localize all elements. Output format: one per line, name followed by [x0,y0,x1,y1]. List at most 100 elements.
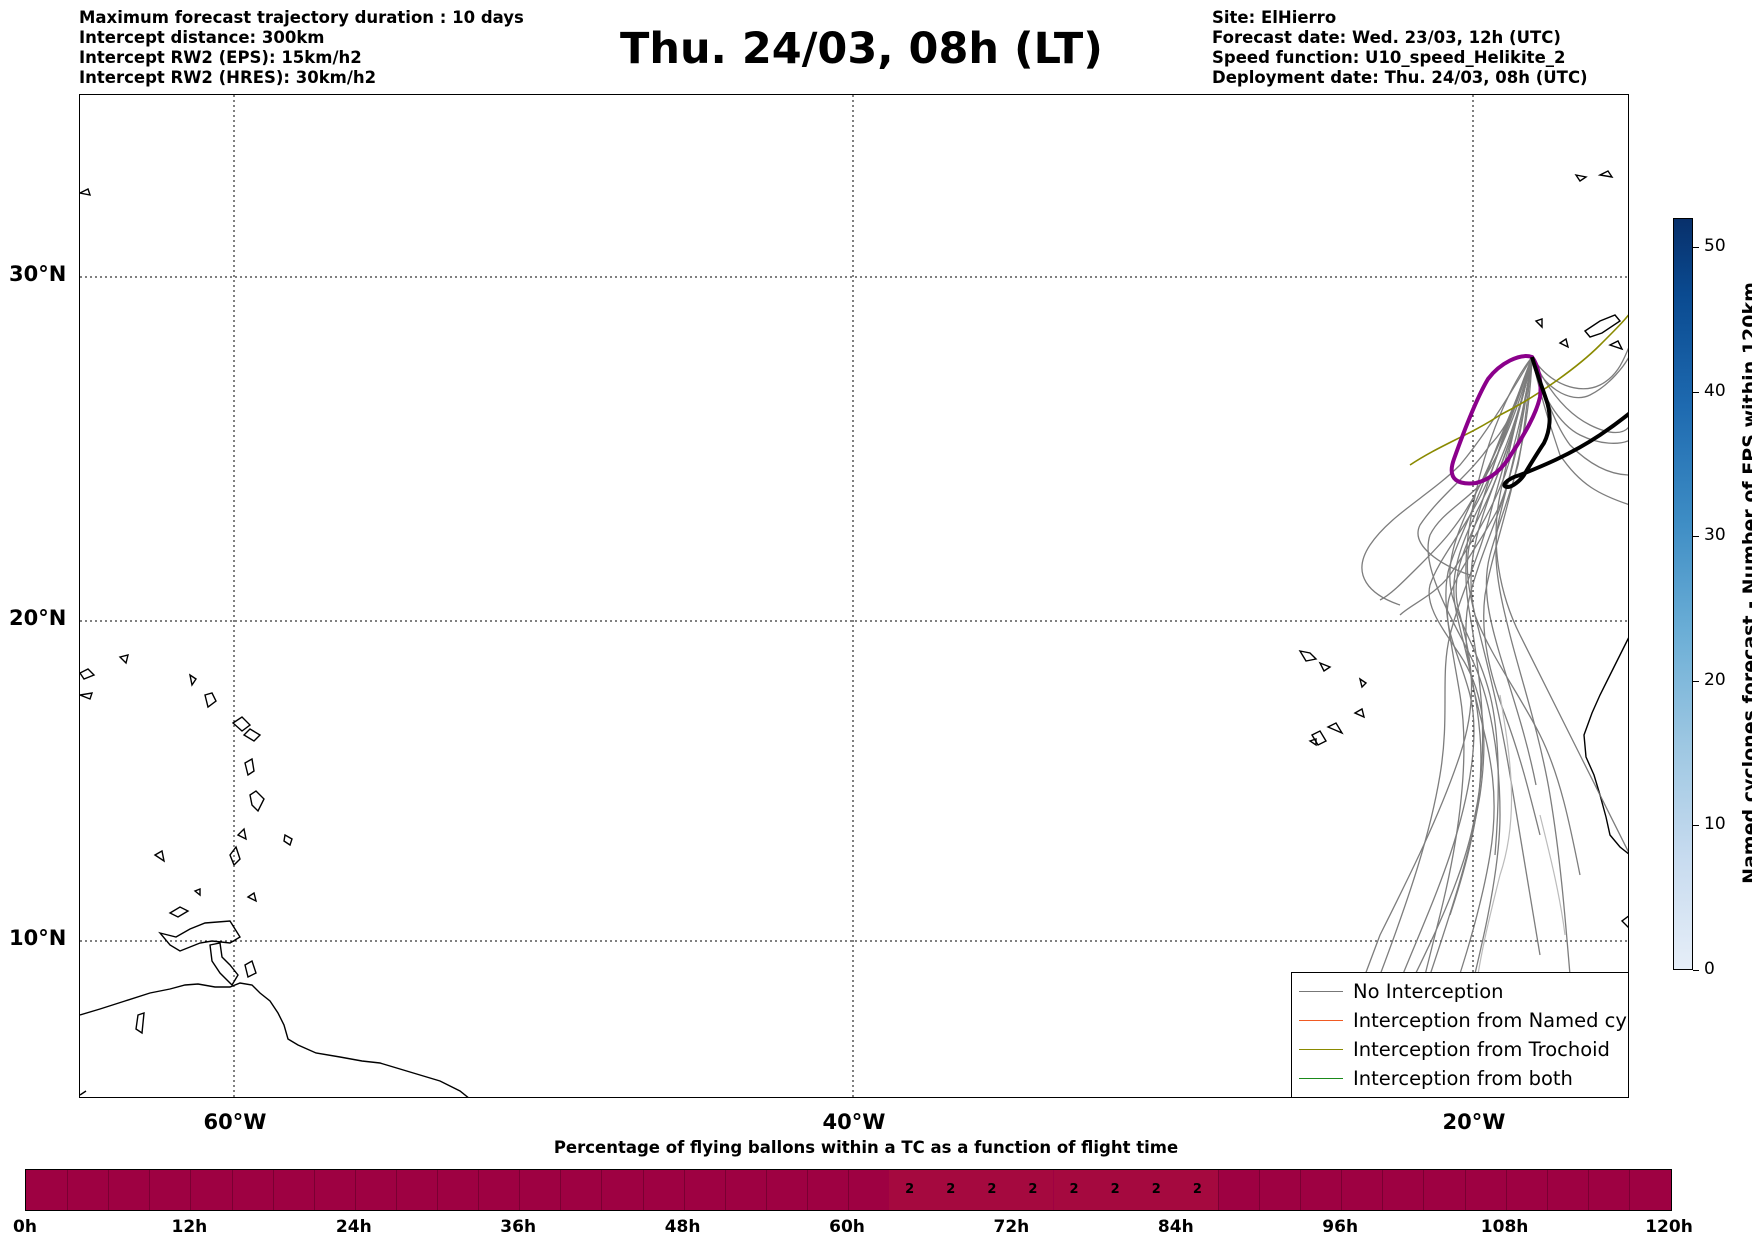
header-left: Maximum forecast trajectory duration : 1… [79,8,524,88]
legend-line-swatch [1299,1020,1343,1021]
timeline-tick-label: 48h [664,1217,701,1237]
timeline-cell-divider [1505,1170,1507,1210]
hres-trajectory [1449,354,1543,486]
timeline-tick-label: 72h [993,1217,1030,1237]
timeline-cell-highlight [1053,1170,1095,1210]
timeline-cell-divider [1423,1170,1425,1210]
legend-label: Interception from Named cyclone [1353,1009,1628,1032]
legend: No Interception Interception from Named c… [1291,972,1628,1097]
colorbar-tick [1693,970,1699,971]
timeline-title: Percentage of flying ballons within a TC… [553,1138,1179,1157]
map-canvas [80,95,1628,1097]
timeline-cell-divider [1341,1170,1343,1210]
colorbar-tick-label: 30 [1704,525,1726,546]
lon-label: 60°W [203,1110,267,1134]
colorbar-tick [1693,825,1699,827]
colorbar-tick [1693,680,1699,682]
timeline-cell-divider [395,1170,397,1210]
timeline-cell-divider [231,1170,233,1210]
legend-line-swatch [1299,1078,1343,1079]
timeline-tick-label: 84h [1157,1217,1194,1237]
timeline-cell-divider [1587,1170,1589,1210]
timeline-cell-divider [519,1170,521,1210]
timeline-tick-label: 36h [500,1217,537,1237]
timeline-cell-divider [724,1170,726,1210]
timeline-tick-label: 108h [1480,1217,1529,1237]
timeline-cell-value: 2 [987,1182,997,1197]
colorbar-title: Named cyclones forecast - Number of EPS … [1739,282,1752,884]
colorbar-tick-label: 10 [1704,814,1726,835]
timeline-cell-highlight [971,1170,1013,1210]
header-right-line: Deployment date: Thu. 24/03, 08h (UTC) [1212,68,1588,87]
timeline-cell-divider [1546,1170,1548,1210]
legend-item: Interception from Named cyclone [1292,1008,1628,1034]
header-left-line: Intercept RW2 (EPS): 15km/h2 [79,48,362,67]
timeline-cell-divider [67,1170,69,1210]
colorbar [1673,218,1693,970]
timeline-cell-divider [437,1170,438,1210]
page-title: Thu. 24/03, 08h (LT) [620,24,1103,74]
timeline-tick-label: 24h [335,1217,372,1237]
timeline-cell-highlight [1094,1170,1136,1210]
legend-item: Interception from both [1292,1066,1628,1092]
timeline-cell-divider [683,1170,685,1210]
timeline-cell-divider [1382,1170,1384,1210]
timeline-cell-divider [108,1170,110,1210]
timeline-cell-value: 2 [905,1182,915,1197]
timeline-cell-divider [642,1170,644,1210]
timeline-cell-value: 2 [1151,1182,1161,1197]
colorbar-tick-label: 50 [1704,235,1726,256]
header-left-line: Intercept RW2 (HRES): 30km/h2 [79,68,377,87]
lat-label: 30°N [9,262,67,286]
header-right: Site: ElHierro Forecast date: Wed. 23/03… [1212,8,1588,88]
legend-label: Interception from both [1353,1067,1573,1090]
timeline-cell-divider [1300,1170,1302,1210]
timeline-cell-divider [601,1170,603,1210]
header-left-line: Maximum forecast trajectory duration : 1… [79,8,524,27]
lon-label: 40°W [822,1110,886,1134]
timeline-cell-divider [848,1170,849,1210]
legend-item: Interception from Trochoid [1292,1037,1628,1063]
timeline-cell-value: 2 [1110,1182,1120,1197]
legend-item: No Interception [1292,979,1628,1005]
timeline-cell-divider [354,1170,356,1210]
header-right-line: Site: ElHierro [1212,8,1337,27]
timeline-cell-value: 2 [1028,1182,1038,1197]
map-panel[interactable]: No Interception Interception from Named c… [79,94,1629,1098]
timeline-cell-divider [806,1170,808,1210]
timeline-cell-divider [272,1170,274,1210]
header-right-line: Forecast date: Wed. 23/03, 12h (UTC) [1212,28,1561,47]
timeline-bar: 2 2 2 2 2 2 2 2 [25,1169,1672,1211]
lon-label: 20°W [1442,1110,1506,1134]
colorbar-tick [1693,391,1699,393]
colorbar-tick [1693,536,1699,538]
timeline-tick-label: 0h [13,1217,37,1237]
timeline-cell-value: 2 [946,1182,956,1197]
legend-line-swatch [1299,991,1343,992]
timeline-cell-highlight [1135,1170,1177,1210]
timeline-cell-divider [1628,1170,1630,1210]
legend-label: Interception from Trochoid [1353,1038,1610,1061]
colorbar-tick-label: 20 [1704,669,1726,690]
timeline-cell-value: 2 [1192,1182,1202,1197]
legend-item: HRES [1292,1095,1628,1097]
timeline-cell-highlight [930,1170,972,1210]
gridlines [80,95,1628,1097]
timeline-cell-divider [313,1170,315,1210]
timeline-cell-divider [765,1170,767,1210]
timeline-cell-divider [1259,1170,1260,1210]
colorbar-tick [1693,246,1699,248]
timeline-cell-divider [190,1170,192,1210]
lat-label: 20°N [9,606,67,630]
timeline-cell-divider [149,1170,151,1210]
legend-label: No Interception [1353,980,1504,1003]
header-left-line: Intercept distance: 300km [79,28,325,47]
timeline-tick-label: 60h [829,1217,865,1237]
timeline-tick-label: 96h [1322,1217,1359,1237]
colorbar-tick-label: 0 [1704,959,1715,979]
legend-label: HRES [1353,1096,1406,1097]
header-right-line: Speed function: U10_speed_Helikite_2 [1212,48,1566,67]
timeline-cell-divider [1217,1170,1219,1210]
timeline-tick-label: 120h [1645,1217,1693,1237]
timeline-cell-highlight [889,1170,931,1210]
